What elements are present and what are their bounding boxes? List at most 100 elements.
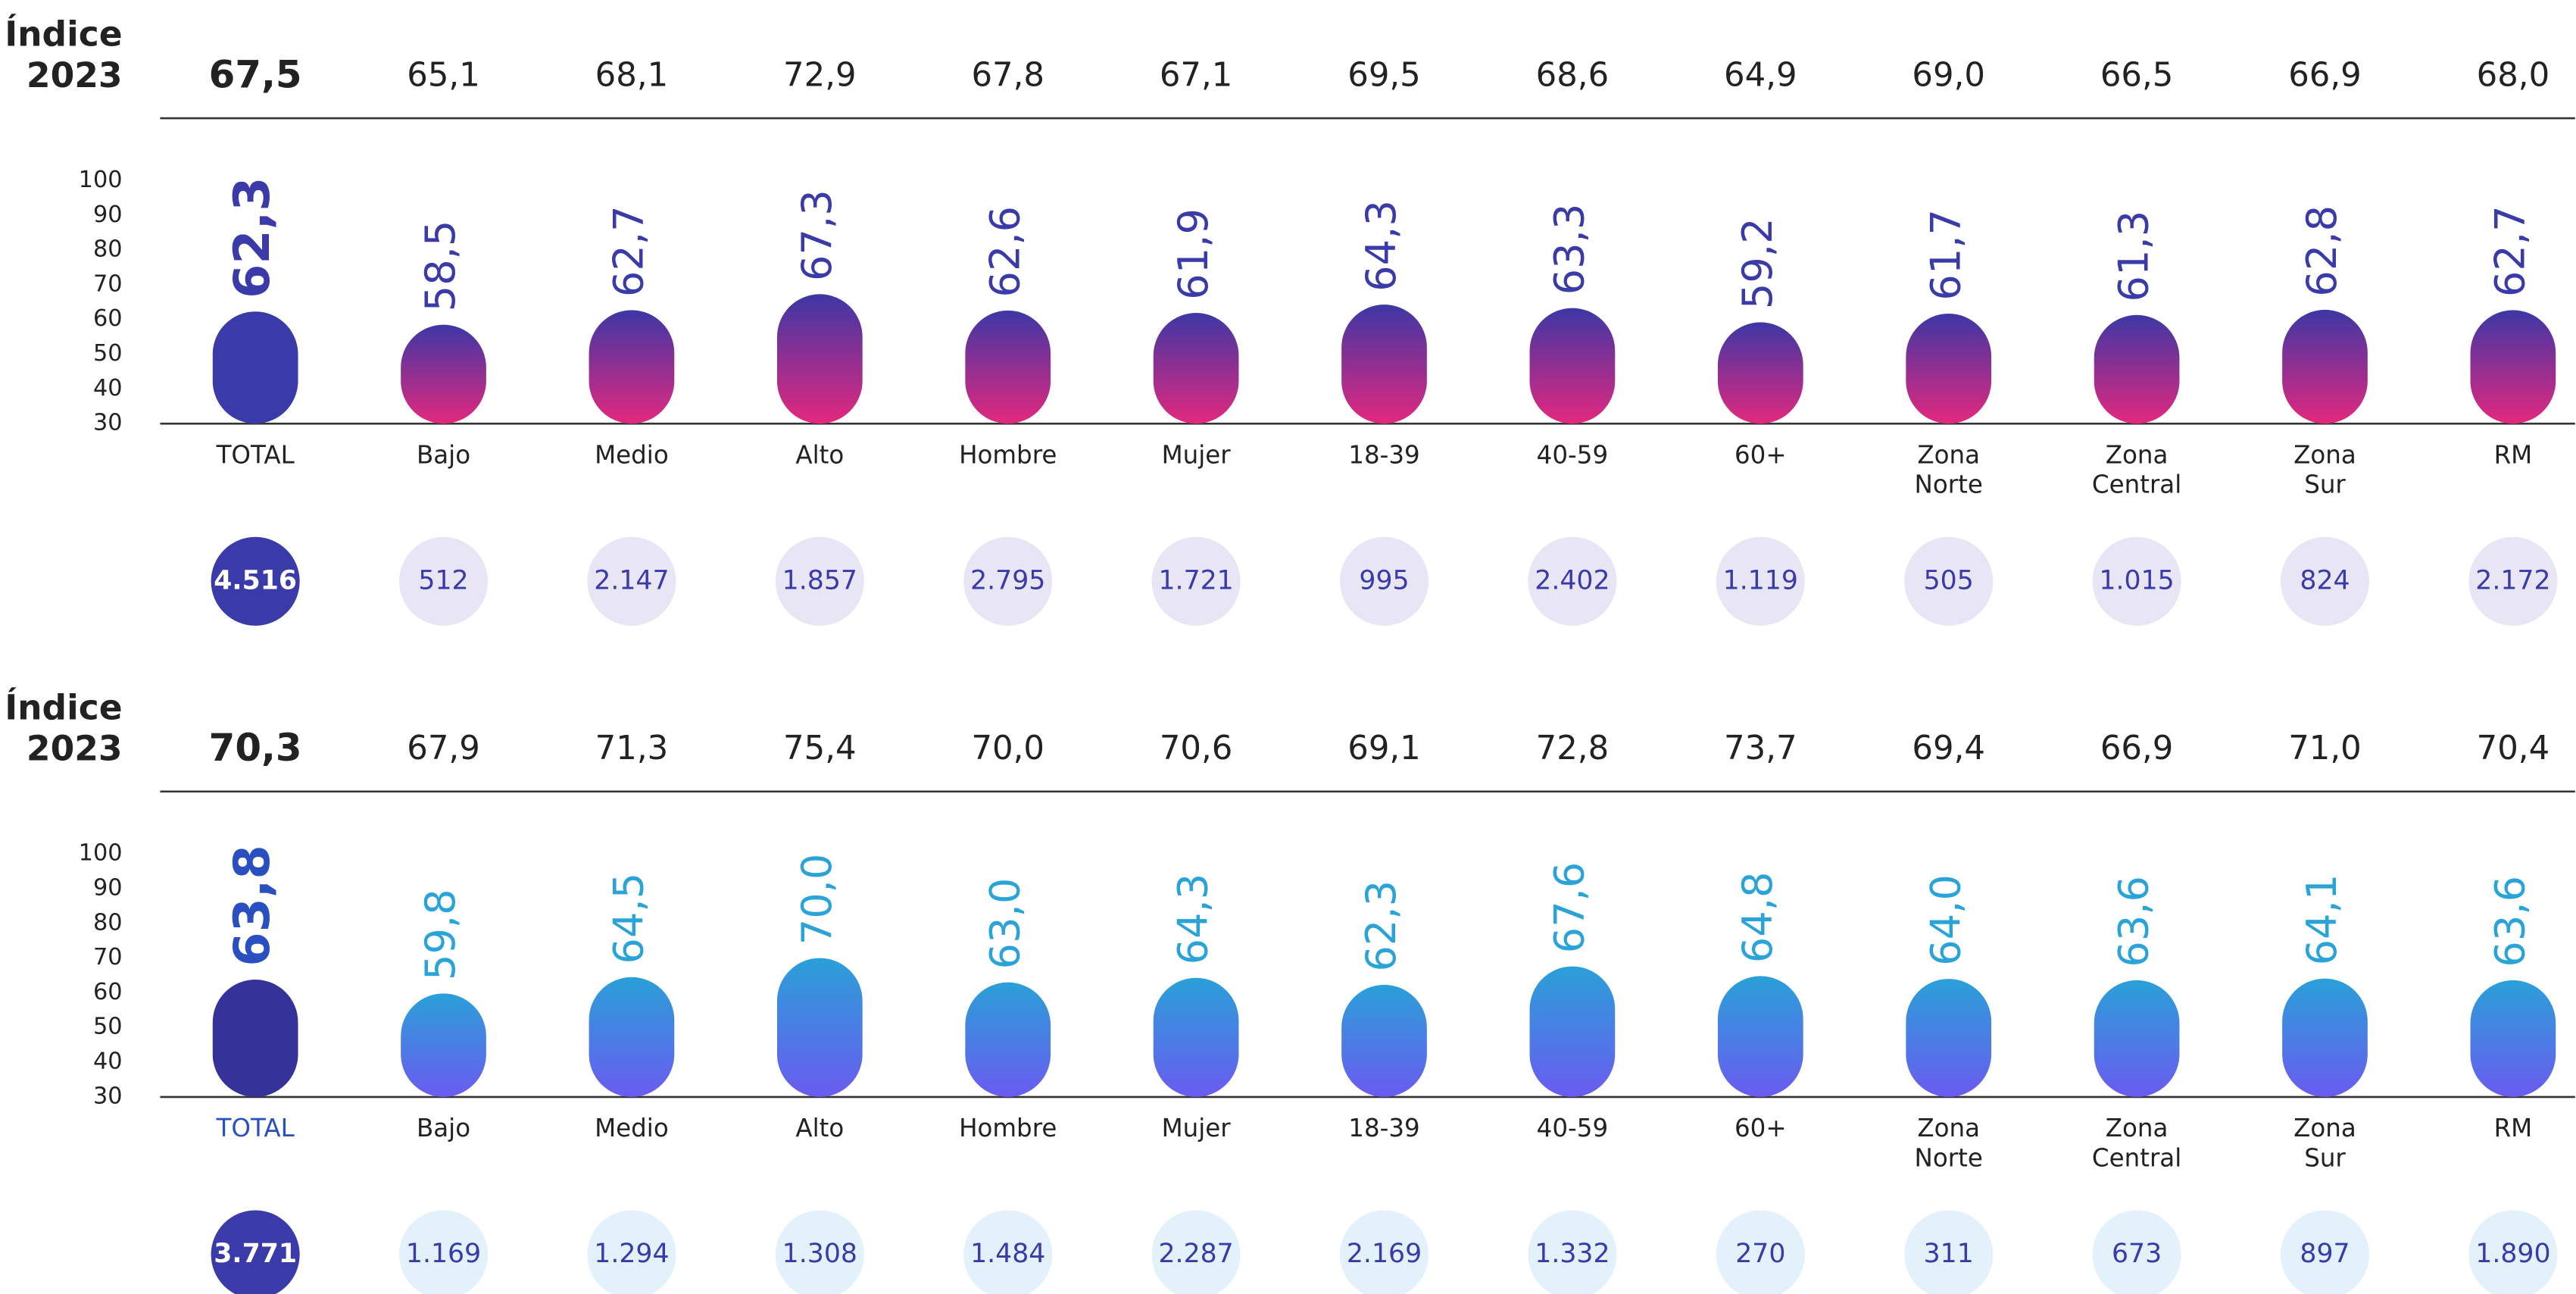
index-value: 73,7 xyxy=(1724,730,1797,767)
bar xyxy=(1906,979,1992,1097)
category-label: Zona Central xyxy=(2092,1114,2181,1172)
index-value: 69,1 xyxy=(1347,730,1421,767)
category-label: Alto xyxy=(795,1114,844,1142)
sample-size: 2.147 xyxy=(594,565,669,595)
sample-circle xyxy=(775,536,864,626)
sample-size: 1.857 xyxy=(782,565,857,595)
index-value: 69,4 xyxy=(1912,730,1985,767)
sample-size: 1.484 xyxy=(970,1239,1045,1269)
sample-circle xyxy=(1716,536,1805,626)
category-label: 18-39 xyxy=(1348,1114,1419,1142)
y-tick-label: 50 xyxy=(93,1014,123,1040)
y-tick-label: 60 xyxy=(93,305,123,332)
category-label: TOTAL xyxy=(216,441,295,470)
sample-size: 311 xyxy=(1924,1239,1974,1269)
sample-size: 505 xyxy=(1924,565,1974,595)
category-label: Zona Central xyxy=(2092,441,2181,499)
sample-size: 1.890 xyxy=(2475,1239,2550,1269)
index-value: 69,5 xyxy=(1347,56,1421,94)
bar xyxy=(1341,984,1427,1097)
category-label: Hombre xyxy=(959,1114,1057,1142)
sample-circle xyxy=(1151,1210,1241,1294)
bar-value-label: 58,5 xyxy=(417,220,464,312)
sample-size: 1.119 xyxy=(1723,565,1798,595)
bar xyxy=(2094,314,2180,424)
index-value: 68,1 xyxy=(595,56,669,94)
y-tick-label: 30 xyxy=(93,1083,123,1109)
sample-circle xyxy=(211,1210,300,1294)
index-value: 68,0 xyxy=(2477,56,2550,94)
sample-size: 1.294 xyxy=(594,1239,669,1269)
sample-circle xyxy=(963,1210,1053,1294)
bar-value-label: 64,3 xyxy=(1357,200,1405,292)
y-tick-label: 100 xyxy=(79,167,123,193)
bar-value-label: 62,7 xyxy=(605,205,653,297)
bar xyxy=(212,980,298,1097)
sample-circle xyxy=(399,1210,489,1294)
bar xyxy=(965,982,1051,1097)
sample-circle xyxy=(2092,536,2181,626)
sample-circle xyxy=(2280,1210,2370,1294)
bar xyxy=(1341,305,1427,424)
sample-circle xyxy=(1528,1210,1617,1294)
sample-circle xyxy=(1339,536,1429,626)
sample-size: 1.721 xyxy=(1158,565,1233,595)
sample-circle xyxy=(1904,1210,1994,1294)
sample-circle xyxy=(587,536,676,626)
bar xyxy=(2282,309,2368,424)
sample-size: 4.516 xyxy=(214,565,297,595)
sample-circle xyxy=(2468,536,2558,626)
bar-value-label: 63,3 xyxy=(1546,204,1594,295)
bar xyxy=(1717,322,1803,424)
y-tick-label: 60 xyxy=(93,979,123,1005)
category-label: 60+ xyxy=(1735,1114,1787,1142)
index-value: 70,4 xyxy=(2477,730,2550,767)
bar xyxy=(776,294,863,424)
y-tick-label: 80 xyxy=(93,236,123,263)
bar xyxy=(2470,310,2556,424)
bar xyxy=(776,958,863,1097)
bar xyxy=(2282,978,2368,1097)
index-value: 75,4 xyxy=(783,730,857,767)
sample-size: 995 xyxy=(1359,565,1409,595)
bar-value-label: 64,1 xyxy=(2298,874,2346,966)
category-label: 60+ xyxy=(1735,441,1787,470)
bar-value-label: 62,7 xyxy=(2487,205,2534,297)
index-value: 70,3 xyxy=(209,726,302,770)
index-value: 72,8 xyxy=(1536,730,1610,767)
bar xyxy=(212,311,298,424)
bar-value-label: 62,6 xyxy=(981,206,1029,298)
bar-value-label: 63,6 xyxy=(2110,876,2158,967)
index-title: Índice 2023 xyxy=(5,686,122,768)
bar-value-label: 67,3 xyxy=(793,189,841,281)
sample-size: 1.308 xyxy=(782,1239,857,1269)
category-label: TOTAL xyxy=(216,1114,295,1142)
sample-size: 1.332 xyxy=(1535,1239,1610,1269)
index-value: 66,9 xyxy=(2288,56,2362,94)
sample-size: 1.015 xyxy=(2099,565,2174,595)
sample-size: 2.795 xyxy=(970,565,1045,595)
bar xyxy=(589,977,675,1097)
y-tick-label: 80 xyxy=(93,909,123,936)
y-tick-label: 40 xyxy=(93,375,123,402)
category-label: Zona Norte xyxy=(1915,441,1983,499)
sample-circle xyxy=(1904,536,1994,626)
y-tick-label: 50 xyxy=(93,340,123,367)
category-label: Hombre xyxy=(959,441,1057,470)
bar-value-label: 64,5 xyxy=(605,873,653,964)
category-label: RM xyxy=(2494,441,2533,470)
sample-circle xyxy=(963,536,1053,626)
category-label: Alto xyxy=(795,441,844,470)
sample-size: 2.169 xyxy=(1347,1239,1422,1269)
sample-size: 897 xyxy=(2300,1239,2350,1269)
y-tick-label: 40 xyxy=(93,1049,123,1075)
bar-value-label: 61,3 xyxy=(2110,211,2158,302)
sample-size: 270 xyxy=(1735,1239,1785,1269)
category-label: Bajo xyxy=(417,441,470,470)
bar xyxy=(2094,980,2180,1097)
category-label: Zona Norte xyxy=(1915,1114,1983,1172)
category-label: Bajo xyxy=(417,1114,470,1142)
bar-value-label: 70,0 xyxy=(793,854,841,945)
bar-value-label: 64,8 xyxy=(1734,871,1781,963)
